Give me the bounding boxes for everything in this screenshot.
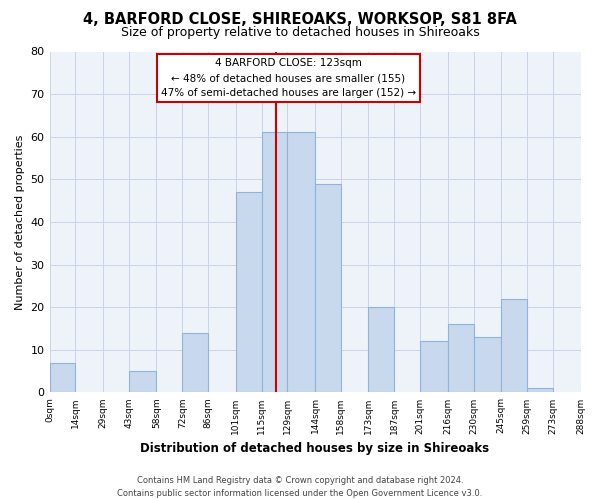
Bar bbox=[287, 132, 315, 392]
Bar bbox=[420, 342, 448, 392]
Bar bbox=[501, 298, 527, 392]
Bar bbox=[315, 184, 341, 392]
Bar bbox=[527, 388, 553, 392]
Y-axis label: Number of detached properties: Number of detached properties bbox=[15, 134, 25, 310]
Bar bbox=[262, 132, 287, 392]
Bar bbox=[236, 192, 262, 392]
Text: 4 BARFORD CLOSE: 123sqm
← 48% of detached houses are smaller (155)
47% of semi-d: 4 BARFORD CLOSE: 123sqm ← 48% of detache… bbox=[161, 58, 416, 98]
Bar bbox=[581, 388, 600, 392]
Bar bbox=[50, 362, 76, 392]
Text: Contains HM Land Registry data © Crown copyright and database right 2024.
Contai: Contains HM Land Registry data © Crown c… bbox=[118, 476, 482, 498]
Bar bbox=[129, 371, 157, 392]
Bar bbox=[182, 333, 208, 392]
X-axis label: Distribution of detached houses by size in Shireoaks: Distribution of detached houses by size … bbox=[140, 442, 490, 455]
Bar bbox=[448, 324, 473, 392]
Bar bbox=[368, 307, 394, 392]
Text: Size of property relative to detached houses in Shireoaks: Size of property relative to detached ho… bbox=[121, 26, 479, 39]
Bar bbox=[473, 337, 501, 392]
Text: 4, BARFORD CLOSE, SHIREOAKS, WORKSOP, S81 8FA: 4, BARFORD CLOSE, SHIREOAKS, WORKSOP, S8… bbox=[83, 12, 517, 28]
